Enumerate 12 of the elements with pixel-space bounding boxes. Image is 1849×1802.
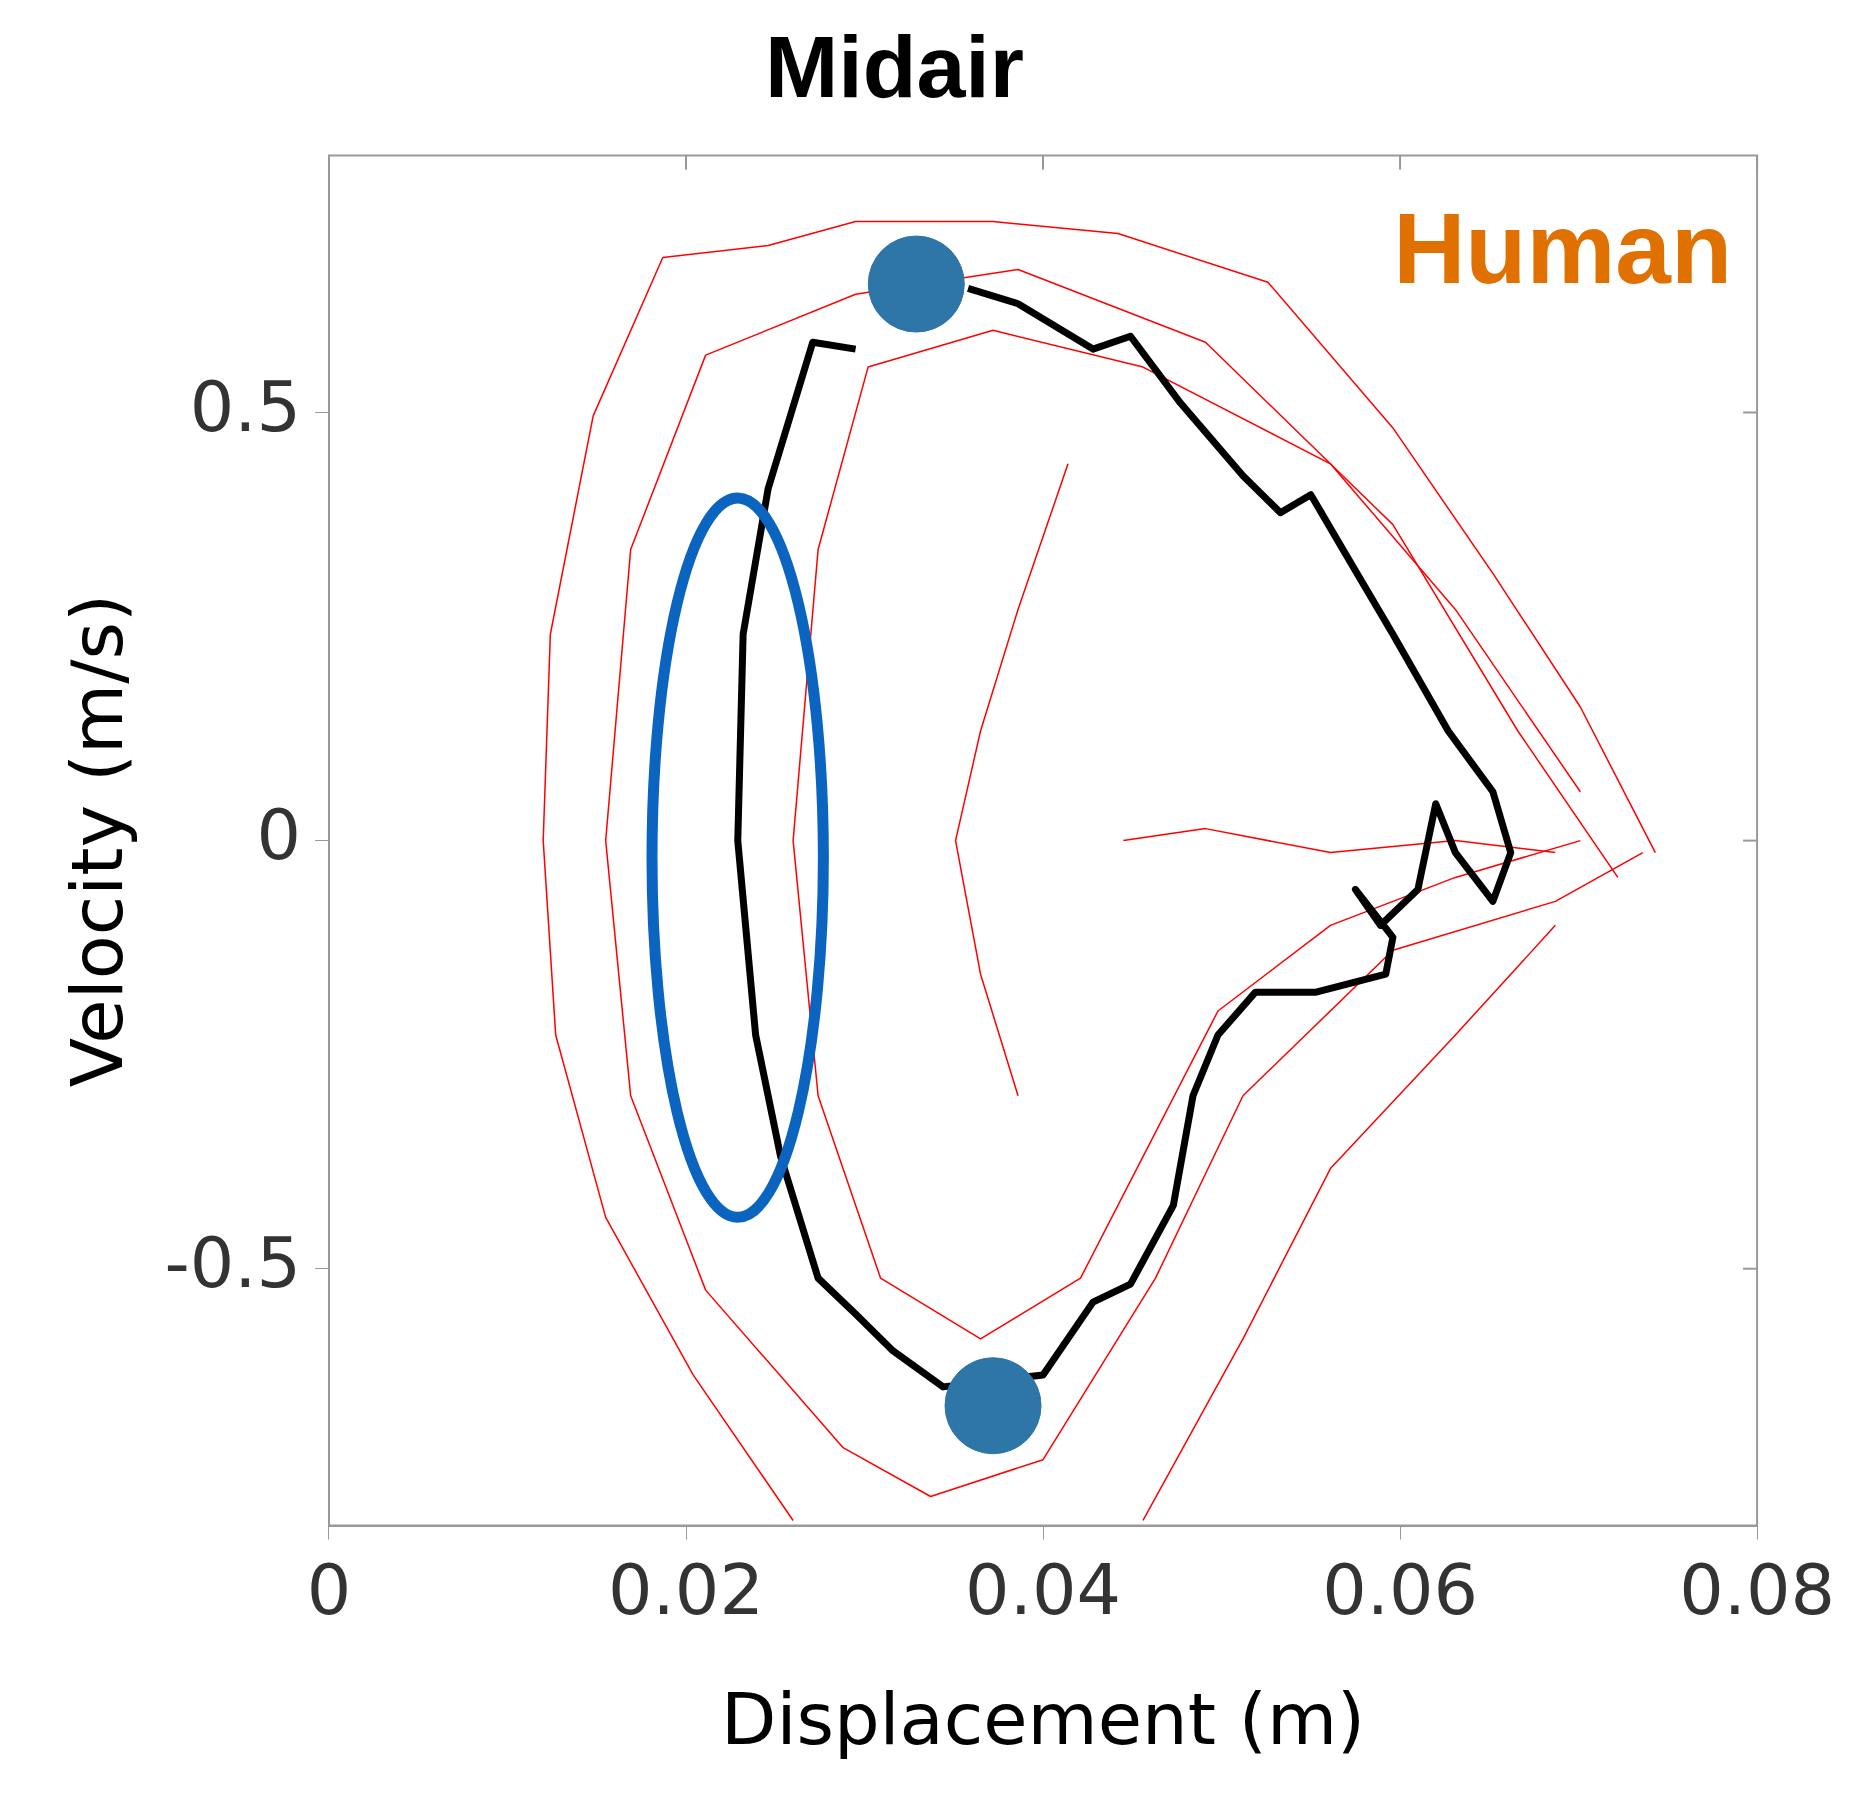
- y-tick-label: 0: [256, 793, 301, 876]
- annotation: Human: [1393, 192, 1733, 305]
- x-tick-label: 0.04: [965, 1548, 1121, 1631]
- x-tick-label: 0.02: [608, 1548, 764, 1631]
- y-tick-label: 0.5: [189, 365, 301, 448]
- x-tick-label: 0: [306, 1548, 352, 1631]
- x-axis-title: Displacement (m): [720, 1676, 1366, 1761]
- y-axis-title: Velocity (m/s): [54, 593, 139, 1088]
- x-tick-label: 0.08: [1679, 1548, 1835, 1631]
- y-tick-label: -0.5: [164, 1221, 301, 1304]
- chart-title: Midair: [764, 17, 1025, 117]
- x-tick-label: 0.06: [1322, 1548, 1478, 1631]
